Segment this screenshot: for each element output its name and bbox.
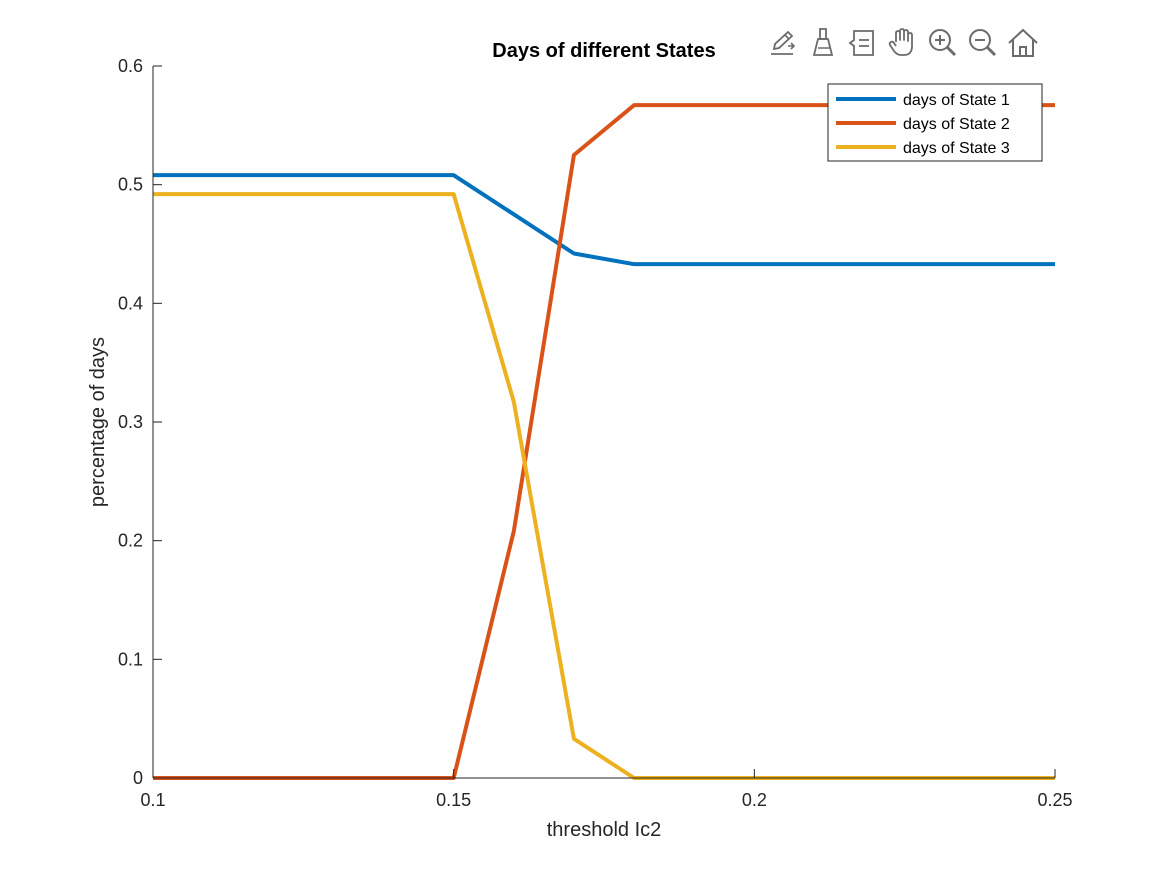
data-tips-icon (848, 30, 874, 56)
x-tick-label: 0.15 (436, 790, 471, 810)
legend-entry-3: days of State 3 (903, 140, 1010, 157)
y-tick-label: 0.4 (118, 293, 143, 313)
data-tips-button[interactable] (844, 23, 882, 63)
home-button[interactable] (1004, 23, 1042, 63)
legend-entry-2: days of State 2 (903, 116, 1010, 133)
y-tick-label: 0.5 (118, 175, 143, 195)
x-tick-label: 0.25 (1037, 790, 1072, 810)
y-tick-label: 0.1 (118, 649, 143, 669)
pan-button[interactable] (884, 23, 922, 63)
x-axis-label: threshold Ic2 (547, 819, 662, 841)
legend-entry-1: days of State 1 (903, 92, 1010, 109)
brush-button[interactable] (804, 23, 842, 63)
x-tick-label: 0.2 (742, 790, 767, 810)
edit-plot-button[interactable] (764, 23, 802, 63)
y-tick-label: 0 (133, 768, 143, 788)
series-line-1 (153, 173, 1055, 267)
zoom-out-button[interactable] (964, 23, 1002, 63)
pan-icon (888, 28, 913, 56)
zoom-out-icon (969, 29, 997, 57)
y-axis-label: percentage of days (87, 337, 109, 507)
y-tick-label: 0.2 (118, 531, 143, 551)
zoom-in-button[interactable] (924, 23, 962, 63)
chart-title: Days of different States (492, 40, 715, 62)
axes-toolbar (764, 22, 1042, 64)
y-tick-label: 0.6 (118, 56, 143, 76)
y-tick-label: 0.3 (118, 412, 143, 432)
legend: days of State 1 days of State 2 days of St… (827, 83, 1043, 162)
home-icon (1008, 28, 1038, 57)
zoom-in-icon (929, 29, 957, 57)
edit-plot-icon (771, 30, 796, 55)
x-tick-label: 0.1 (140, 790, 165, 810)
brush-icon (812, 28, 834, 56)
